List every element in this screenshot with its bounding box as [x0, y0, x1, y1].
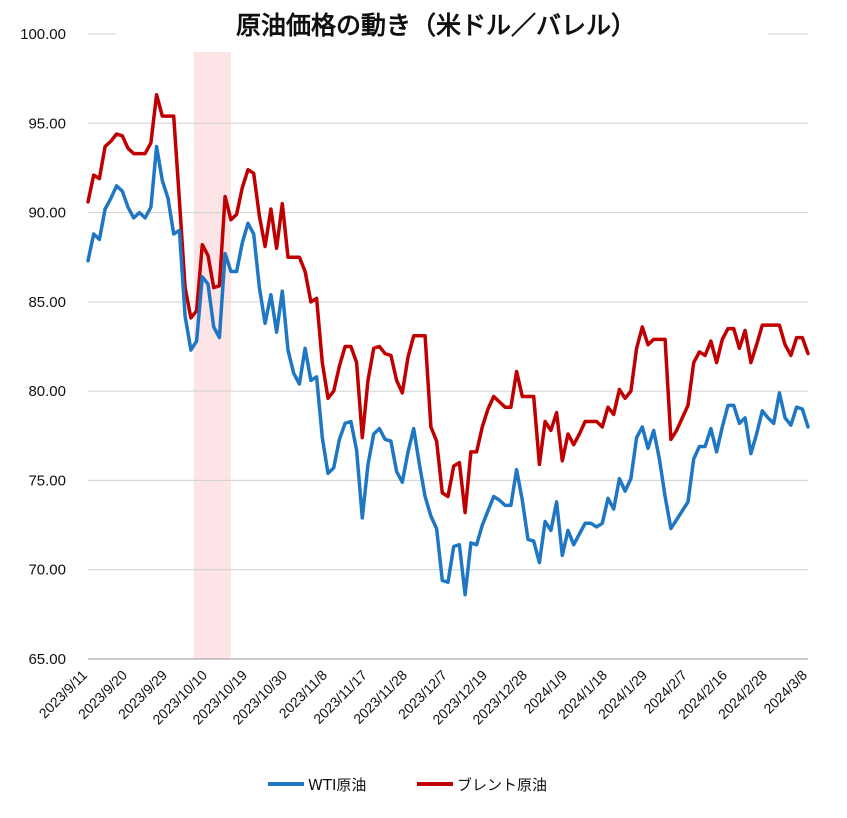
y-tick-label: 95.00 — [28, 115, 66, 132]
y-tick-label: 70.00 — [28, 562, 66, 579]
y-tick-label: 75.00 — [28, 472, 66, 489]
legend-label-wti: WTI原油 — [308, 776, 366, 794]
y-tick-label: 85.00 — [28, 294, 66, 311]
series-line-brent — [86, 92, 810, 515]
y-tick-label: 65.00 — [28, 651, 66, 668]
y-tick-label: 90.00 — [28, 205, 66, 222]
highlight-band — [193, 52, 231, 659]
legend: WTI原油 ブレント原油 — [268, 776, 547, 794]
legend-label-brent: ブレント原油 — [457, 776, 547, 794]
y-tick-label: 80.00 — [28, 383, 66, 400]
series-line-wti — [86, 144, 810, 597]
chart-title: 原油価格の動き（米ドル／バレル） — [236, 11, 636, 40]
y-tick-label: 100.00 — [20, 26, 66, 43]
